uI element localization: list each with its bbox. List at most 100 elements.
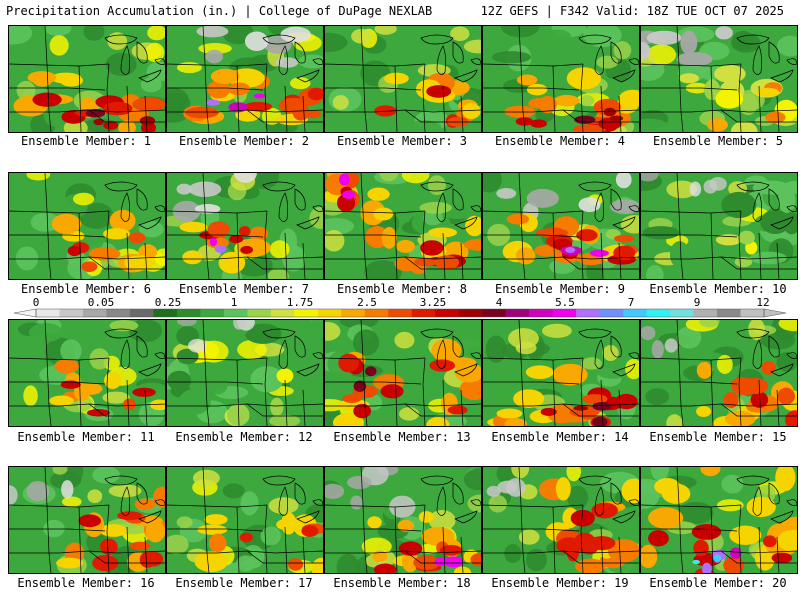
run-info: 12Z GEFS | F342 Valid: 18Z TUE OCT 07 20… bbox=[480, 4, 784, 18]
ensemble-map-panel bbox=[640, 172, 798, 280]
ensemble-member-label: Ensemble Member: 16 bbox=[17, 576, 155, 590]
ensemble-member-label: Ensemble Member: 12 bbox=[175, 430, 313, 444]
colorbar-label: 2.5 bbox=[357, 296, 377, 309]
colorbar-swatch bbox=[270, 309, 295, 317]
colorbar-label: 0.05 bbox=[87, 296, 115, 309]
colorbar-swatch bbox=[364, 309, 389, 317]
precip-map bbox=[483, 173, 639, 279]
precip-map bbox=[9, 26, 165, 132]
precip-map bbox=[325, 320, 481, 426]
ensemble-map-panel bbox=[324, 466, 482, 574]
colorbar-swatch bbox=[129, 309, 154, 317]
ensemble-member-label: Ensemble Member: 8 bbox=[336, 282, 468, 296]
precip-map bbox=[167, 320, 323, 426]
colorbar-label: 4 bbox=[495, 296, 503, 309]
ensemble-map-panel bbox=[640, 25, 798, 133]
colorbar-label: 3.25 bbox=[419, 296, 447, 309]
precip-map bbox=[167, 467, 323, 573]
ensemble-member-label: Ensemble Member: 1 bbox=[20, 134, 152, 148]
page-title: Precipitation Accumulation (in.) | Colle… bbox=[6, 4, 433, 18]
ensemble-map-panel bbox=[324, 25, 482, 133]
colorbar-swatch bbox=[388, 309, 413, 317]
ensemble-member-label: Ensemble Member: 7 bbox=[178, 282, 310, 296]
precip-map bbox=[325, 26, 481, 132]
colorbar-swatch bbox=[411, 309, 436, 317]
colorbar-swatch bbox=[176, 309, 201, 317]
ensemble-member-label: Ensemble Member: 10 bbox=[649, 282, 787, 296]
precip-map bbox=[641, 173, 797, 279]
ensemble-member-label: Ensemble Member: 14 bbox=[491, 430, 629, 444]
ensemble-member-label: Ensemble Member: 2 bbox=[178, 134, 310, 148]
ensemble-member-label: Ensemble Member: 11 bbox=[17, 430, 155, 444]
colorbar-swatch bbox=[341, 309, 366, 317]
colorbar-swatch bbox=[247, 309, 272, 317]
colorbar-swatch bbox=[223, 309, 248, 317]
ensemble-member-label: Ensemble Member: 9 bbox=[494, 282, 626, 296]
colorbar-swatch bbox=[106, 309, 131, 317]
colorbar-label: 1.75 bbox=[286, 296, 314, 309]
precip-map bbox=[483, 320, 639, 426]
ensemble-map-panel bbox=[482, 172, 640, 280]
colorbar-label: 5.5 bbox=[555, 296, 575, 309]
colorbar-label: 7 bbox=[627, 296, 635, 309]
colorbar-label: 1 bbox=[230, 296, 238, 309]
colorbar-swatch bbox=[670, 309, 695, 317]
ensemble-map-panel bbox=[166, 25, 324, 133]
precip-colorbar bbox=[13, 308, 787, 318]
precip-map bbox=[9, 173, 165, 279]
precip-map bbox=[167, 26, 323, 132]
precip-map bbox=[483, 467, 639, 573]
ensemble-map-panel bbox=[166, 466, 324, 574]
ensemble-map-panel bbox=[324, 172, 482, 280]
colorbar-swatch bbox=[482, 309, 507, 317]
colorbar-swatch bbox=[317, 309, 342, 317]
colorbar-label: 0 bbox=[32, 296, 40, 309]
ensemble-member-label: Ensemble Member: 13 bbox=[333, 430, 471, 444]
precip-map bbox=[325, 173, 481, 279]
colorbar-swatch bbox=[200, 309, 225, 317]
ensemble-member-label: Ensemble Member: 19 bbox=[491, 576, 629, 590]
ensemble-map-panel bbox=[482, 466, 640, 574]
ensemble-map-panel bbox=[166, 319, 324, 427]
colorbar-swatch bbox=[36, 309, 60, 317]
colorbar-swatch bbox=[717, 309, 742, 317]
colorbar-swatch bbox=[576, 309, 601, 317]
ensemble-map-panel bbox=[166, 172, 324, 280]
ensemble-map-panel bbox=[482, 319, 640, 427]
colorbar-swatch bbox=[505, 309, 530, 317]
colorbar-swatch bbox=[599, 309, 624, 317]
colorbar-label: 9 bbox=[693, 296, 701, 309]
colorbar-swatch bbox=[153, 309, 178, 317]
colorbar-swatch bbox=[294, 309, 319, 317]
precip-map bbox=[641, 467, 797, 573]
colorbar-swatch bbox=[740, 309, 765, 317]
precip-map bbox=[9, 467, 165, 573]
ensemble-member-label: Ensemble Member: 18 bbox=[333, 576, 471, 590]
ensemble-member-label: Ensemble Member: 15 bbox=[649, 430, 787, 444]
ensemble-map-panel bbox=[8, 25, 166, 133]
colorbar-swatch bbox=[435, 309, 460, 317]
colorbar-swatch bbox=[623, 309, 648, 317]
colorbar-swatch bbox=[59, 309, 84, 317]
ensemble-map-panel bbox=[8, 466, 166, 574]
ensemble-map-panel bbox=[640, 466, 798, 574]
colorbar-swatch bbox=[82, 309, 107, 317]
precip-map bbox=[641, 320, 797, 426]
ensemble-member-label: Ensemble Member: 20 bbox=[649, 576, 787, 590]
precip-map bbox=[325, 467, 481, 573]
colorbar-label: 12 bbox=[756, 296, 770, 309]
colorbar-swatch bbox=[693, 309, 718, 317]
ensemble-member-label: Ensemble Member: 17 bbox=[175, 576, 313, 590]
ensemble-member-label: Ensemble Member: 6 bbox=[20, 282, 152, 296]
ensemble-map-panel bbox=[324, 319, 482, 427]
colorbar-swatch bbox=[529, 309, 554, 317]
ensemble-map-panel bbox=[8, 172, 166, 280]
ensemble-member-label: Ensemble Member: 3 bbox=[336, 134, 468, 148]
precip-map bbox=[641, 26, 797, 132]
ensemble-member-label: Ensemble Member: 5 bbox=[652, 134, 784, 148]
precip-map bbox=[9, 320, 165, 426]
precip-map bbox=[483, 26, 639, 132]
colorbar-label: 0.25 bbox=[154, 296, 182, 309]
colorbar-swatch bbox=[458, 309, 483, 317]
colorbar-swatch bbox=[646, 309, 671, 317]
